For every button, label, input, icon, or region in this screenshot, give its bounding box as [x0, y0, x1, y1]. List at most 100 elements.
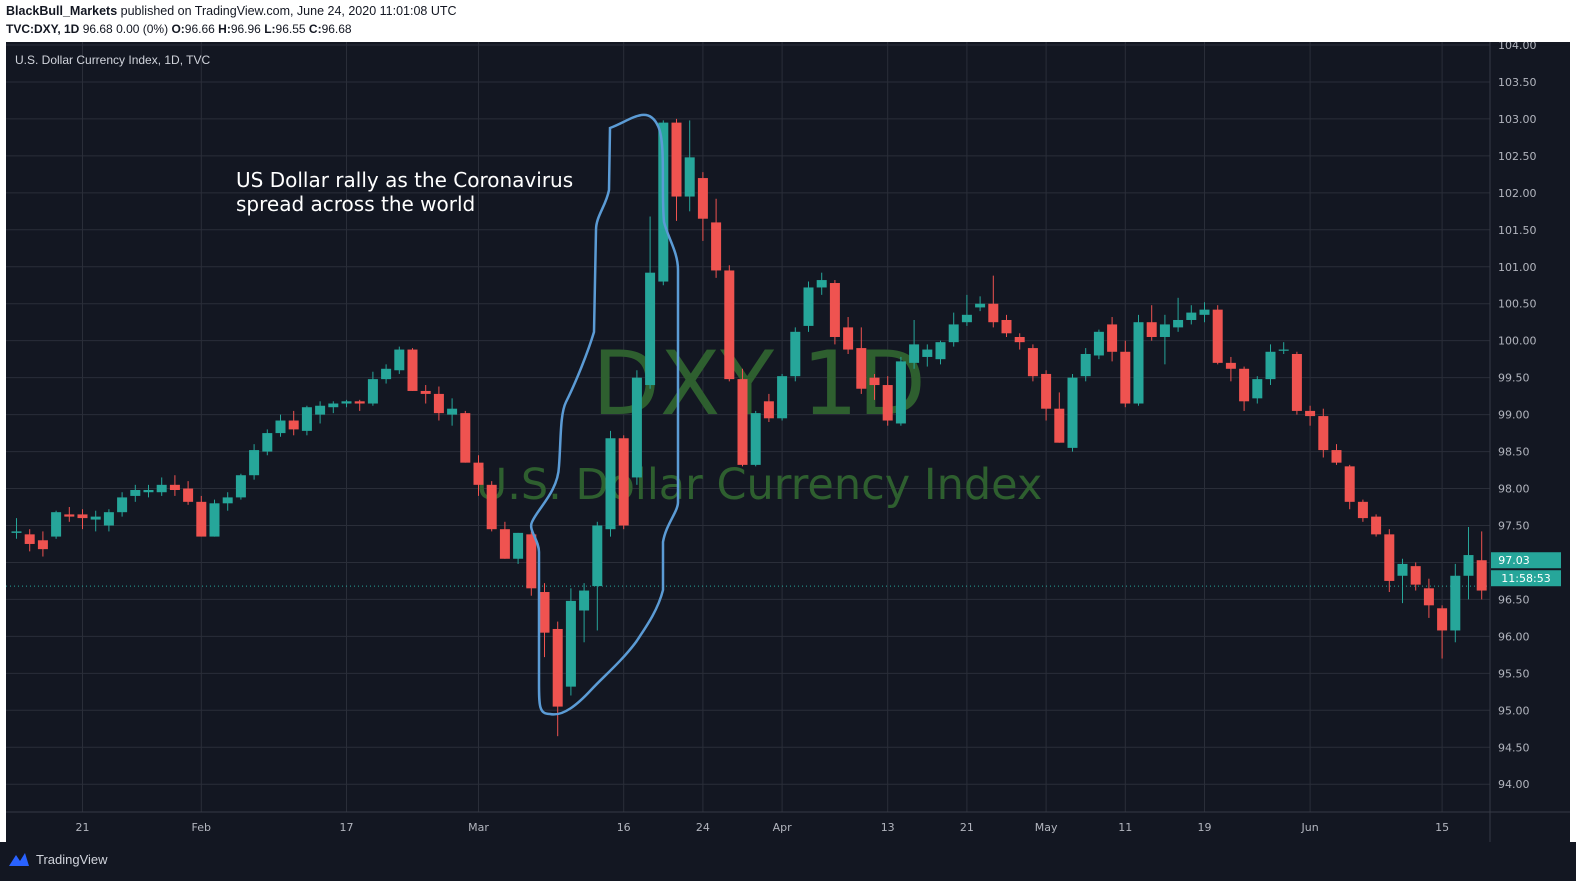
chart-pane[interactable]: DXY 1D U.S. Dollar Currency Index US Dol… [6, 42, 1570, 842]
candle-body[interactable] [1318, 416, 1329, 451]
candle-body[interactable] [1357, 501, 1368, 519]
candle-body[interactable] [315, 405, 326, 415]
candle-body[interactable] [882, 385, 893, 421]
candle-body[interactable] [1014, 336, 1025, 343]
candle-body[interactable] [1133, 322, 1144, 404]
candle-body[interactable] [328, 403, 339, 408]
candle-body[interactable] [763, 401, 774, 419]
candle-body[interactable] [1054, 408, 1065, 443]
annotation-line-1[interactable]: US Dollar rally as the Coronavirus [236, 168, 573, 192]
candle-body[interactable] [750, 413, 761, 465]
candle-body[interactable] [51, 512, 62, 537]
candle-body[interactable] [1225, 362, 1236, 369]
candle-body[interactable] [235, 475, 246, 498]
candle-body[interactable] [856, 348, 867, 389]
candle-body[interactable] [11, 531, 22, 533]
candle-body[interactable] [1344, 466, 1355, 502]
candle-body[interactable] [1107, 324, 1118, 352]
candle-body[interactable] [354, 401, 365, 404]
candle-body[interactable] [1252, 379, 1263, 399]
candle-body[interactable] [565, 600, 576, 687]
candle-body[interactable] [77, 514, 88, 519]
candle-body[interactable] [64, 514, 75, 517]
candle-body[interactable] [909, 344, 920, 363]
candle-body[interactable] [737, 379, 748, 465]
candle-body[interactable] [552, 628, 563, 707]
candle-body[interactable] [143, 490, 154, 493]
candle-body[interactable] [24, 534, 35, 544]
candle-body[interactable] [1331, 450, 1342, 463]
candle-body[interactable] [1397, 563, 1408, 576]
candle-body[interactable] [196, 501, 207, 537]
candle-body[interactable] [1041, 373, 1052, 409]
candle-body[interactable] [381, 368, 392, 380]
candle-body[interactable] [645, 272, 656, 386]
candle-body[interactable] [1437, 608, 1448, 631]
candle-body[interactable] [1423, 588, 1434, 606]
candle-body[interactable] [1463, 555, 1474, 576]
candle-body[interactable] [961, 314, 972, 323]
candle-body[interactable] [301, 407, 312, 431]
candle-body[interactable] [592, 525, 603, 587]
candle-body[interactable] [420, 390, 431, 394]
candle-body[interactable] [1384, 534, 1395, 581]
candle-body[interactable] [988, 303, 999, 323]
candle-body[interactable] [1120, 351, 1131, 404]
candle-body[interactable] [1212, 309, 1223, 363]
candle-body[interactable] [156, 484, 167, 493]
candle-body[interactable] [579, 590, 590, 611]
candle-body[interactable] [869, 377, 880, 386]
candle-body[interactable] [539, 592, 550, 633]
candle-body[interactable] [1146, 322, 1157, 337]
author-name[interactable]: BlackBull_Markets [6, 4, 118, 18]
candle-body[interactable] [367, 379, 378, 404]
candle-body[interactable] [605, 438, 616, 530]
candle-body[interactable] [499, 529, 510, 559]
candle-body[interactable] [777, 376, 788, 419]
candle-body[interactable] [697, 178, 708, 219]
candle-body[interactable] [671, 122, 682, 197]
candle-body[interactable] [1278, 349, 1289, 351]
candle-body[interactable] [975, 303, 986, 308]
candle-body[interactable] [460, 413, 471, 463]
candle-body[interactable] [1450, 575, 1461, 631]
candle-body[interactable] [117, 497, 128, 513]
candle-body[interactable] [1027, 348, 1038, 377]
candle-body[interactable] [895, 361, 906, 424]
candle-body[interactable] [169, 484, 180, 491]
candle-body[interactable] [473, 462, 484, 485]
candle-body[interactable] [1199, 309, 1210, 315]
candle-body[interactable] [922, 349, 933, 357]
candle-body[interactable] [711, 222, 722, 271]
candle-body[interactable] [526, 534, 537, 589]
candle-body[interactable] [1159, 324, 1170, 337]
candle-body[interactable] [816, 280, 827, 288]
candle-body[interactable] [341, 401, 352, 404]
tradingview-logo[interactable]: TradingView [8, 851, 108, 867]
candle-body[interactable] [288, 420, 299, 430]
candle-body[interactable] [843, 327, 854, 350]
candle-body[interactable] [103, 512, 114, 526]
candlestick-chart[interactable]: DXY 1D U.S. Dollar Currency Index US Dol… [6, 42, 1570, 842]
candle-body[interactable] [1239, 368, 1250, 402]
candle-body[interactable] [618, 438, 629, 526]
candle-body[interactable] [1093, 331, 1104, 356]
candle-body[interactable] [513, 532, 524, 559]
candle-body[interactable] [447, 408, 458, 415]
candle-body[interactable] [684, 157, 695, 197]
candle-body[interactable] [394, 349, 405, 371]
candle-body[interactable] [249, 450, 260, 476]
candle-body[interactable] [803, 287, 814, 326]
candle-body[interactable] [1067, 377, 1078, 448]
candle-body[interactable] [90, 516, 101, 520]
candle-body[interactable] [1410, 566, 1421, 585]
candle-body[interactable] [1305, 410, 1316, 417]
candle-body[interactable] [407, 349, 418, 391]
candle-body[interactable] [1265, 351, 1276, 380]
candle-body[interactable] [1001, 319, 1012, 334]
candle-body[interactable] [222, 497, 233, 504]
candle-body[interactable] [1173, 319, 1184, 328]
candle-body[interactable] [275, 420, 286, 434]
candle-body[interactable] [183, 488, 194, 502]
rally-outline[interactable] [529, 113, 680, 716]
